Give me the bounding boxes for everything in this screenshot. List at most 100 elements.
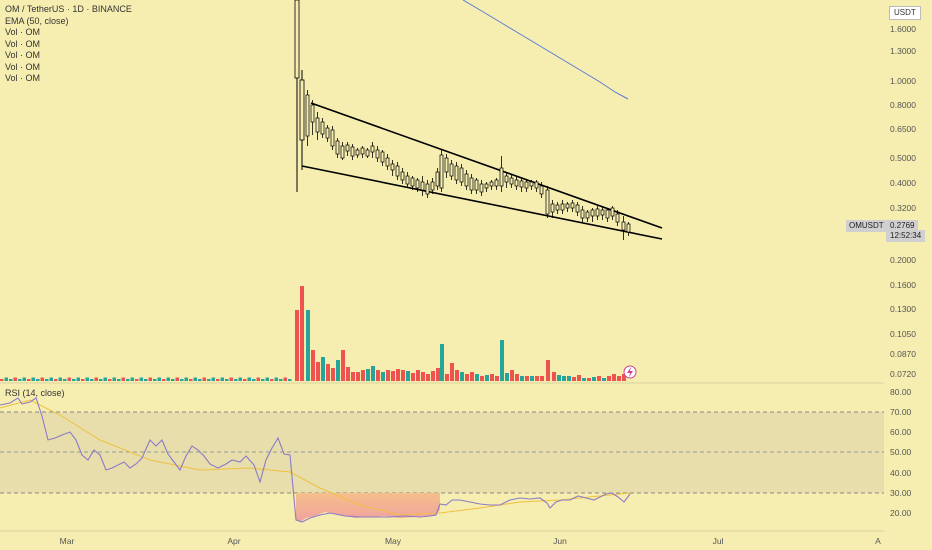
candle-body: [610, 207, 615, 217]
volume-bar: [202, 377, 206, 381]
candle-body: [375, 149, 380, 159]
candle-body: [565, 203, 570, 209]
volume-bar: [22, 377, 26, 381]
candle-body: [534, 181, 539, 189]
time-axis-label: Apr: [227, 536, 240, 546]
volume-bar: [336, 360, 340, 381]
rsi-tick-label: 20.00: [890, 508, 912, 518]
volume-bar: [505, 373, 509, 381]
candle-body: [320, 121, 325, 135]
candle-body: [390, 163, 395, 171]
time-axis-label: May: [385, 536, 402, 546]
volume-bar: [346, 367, 350, 381]
volume-bar: [421, 372, 425, 381]
volume-bar: [321, 357, 325, 381]
candle-body: [605, 209, 610, 219]
volume-bar: [557, 375, 561, 381]
volume-bar: [234, 379, 238, 381]
volume-legend[interactable]: Vol · OM: [5, 38, 41, 49]
volume-bar: [85, 377, 89, 381]
candles-group: [305, 90, 631, 240]
volume-bar: [238, 377, 242, 381]
volume-bar: [582, 378, 586, 381]
volume-bar: [180, 379, 184, 381]
volume-bar: [602, 378, 606, 381]
volume-bar: [386, 370, 390, 381]
volume-bar: [562, 376, 566, 381]
volume-bar: [475, 374, 479, 381]
volume-bar: [436, 368, 440, 381]
volume-bar: [500, 340, 504, 381]
volume-bar: [622, 374, 626, 381]
volume-bar: [153, 379, 157, 381]
volume-bar: [510, 370, 514, 381]
candle-body: [464, 173, 469, 187]
price-axis-ticks: 1.6000 1.3000 1.0000 0.8000 0.6500 0.5000 0.40…: [890, 24, 916, 379]
volume-bar: [587, 378, 591, 381]
volume-bar: [144, 379, 148, 381]
volume-legend[interactable]: Vol · OM: [5, 61, 41, 72]
volume-bar: [94, 377, 98, 381]
price-tick-label: 1.6000: [890, 24, 916, 34]
volume-bar: [316, 362, 320, 381]
symbol-line[interactable]: OM / TetherUS · 1D · BINANCE: [5, 4, 132, 14]
volume-bar: [198, 379, 202, 381]
volume-bar: [426, 374, 430, 381]
candle-body: [524, 181, 529, 189]
volume-bar: [366, 369, 370, 381]
volume-bar: [592, 377, 596, 381]
volume-bar: [288, 379, 292, 381]
candle-body: [570, 202, 575, 209]
countdown-tag: 12:52:34: [886, 230, 926, 242]
candle-body: [395, 165, 400, 177]
ema-line: [462, 0, 629, 100]
candle-body: [360, 147, 365, 155]
candle-body: [405, 175, 410, 185]
volume-bar: [577, 375, 581, 381]
volume-bar: [76, 377, 80, 381]
price-tick-label: 0.8000: [890, 100, 916, 110]
volume-legend[interactable]: Vol · OM: [5, 27, 41, 37]
candle-body: [621, 221, 626, 231]
candle-body: [365, 149, 370, 157]
candle-body: [350, 146, 355, 157]
lightning-icon[interactable]: [623, 365, 637, 379]
volume-bar: [361, 370, 365, 381]
volume-bar: [229, 377, 233, 381]
rsi-title[interactable]: RSI (14, close): [5, 388, 65, 398]
volume-bar: [540, 376, 544, 381]
rsi-line: [0, 397, 631, 523]
volume-legend[interactable]: Vol · OM: [5, 73, 41, 83]
volume-bar: [295, 310, 299, 381]
candle-body: [575, 204, 580, 213]
volume-legend[interactable]: Vol · OM: [5, 50, 41, 60]
ema-legend[interactable]: EMA (50, close): [5, 15, 69, 26]
volume-bar: [171, 379, 175, 381]
candle-body: [400, 171, 405, 181]
candle-body: [459, 167, 464, 183]
candle-body: [514, 179, 519, 187]
volume-bar: [440, 344, 444, 381]
candle-body: [415, 179, 420, 189]
volume-bar: [207, 379, 211, 381]
candle-body: [335, 140, 340, 155]
candle-body: [340, 145, 345, 159]
volume-bar: [4, 377, 8, 381]
price-axis-bg: [884, 0, 932, 550]
candle-body: [519, 180, 524, 188]
symbol-price-tag: OMUSDT: [846, 220, 887, 232]
volume-bar: [546, 360, 550, 381]
volume-bar: [103, 377, 107, 381]
volume-bar: [535, 376, 539, 381]
price-tick-label: 1.3000: [890, 46, 916, 56]
volume-bar: [612, 374, 616, 381]
volume-bar: [81, 379, 85, 381]
volume-bar: [274, 377, 278, 381]
volume-bar: [450, 363, 454, 381]
candle-body: [345, 144, 350, 152]
volume-bar: [9, 379, 13, 381]
candle-body: [585, 211, 590, 219]
currency-button[interactable]: USDT: [889, 6, 921, 20]
